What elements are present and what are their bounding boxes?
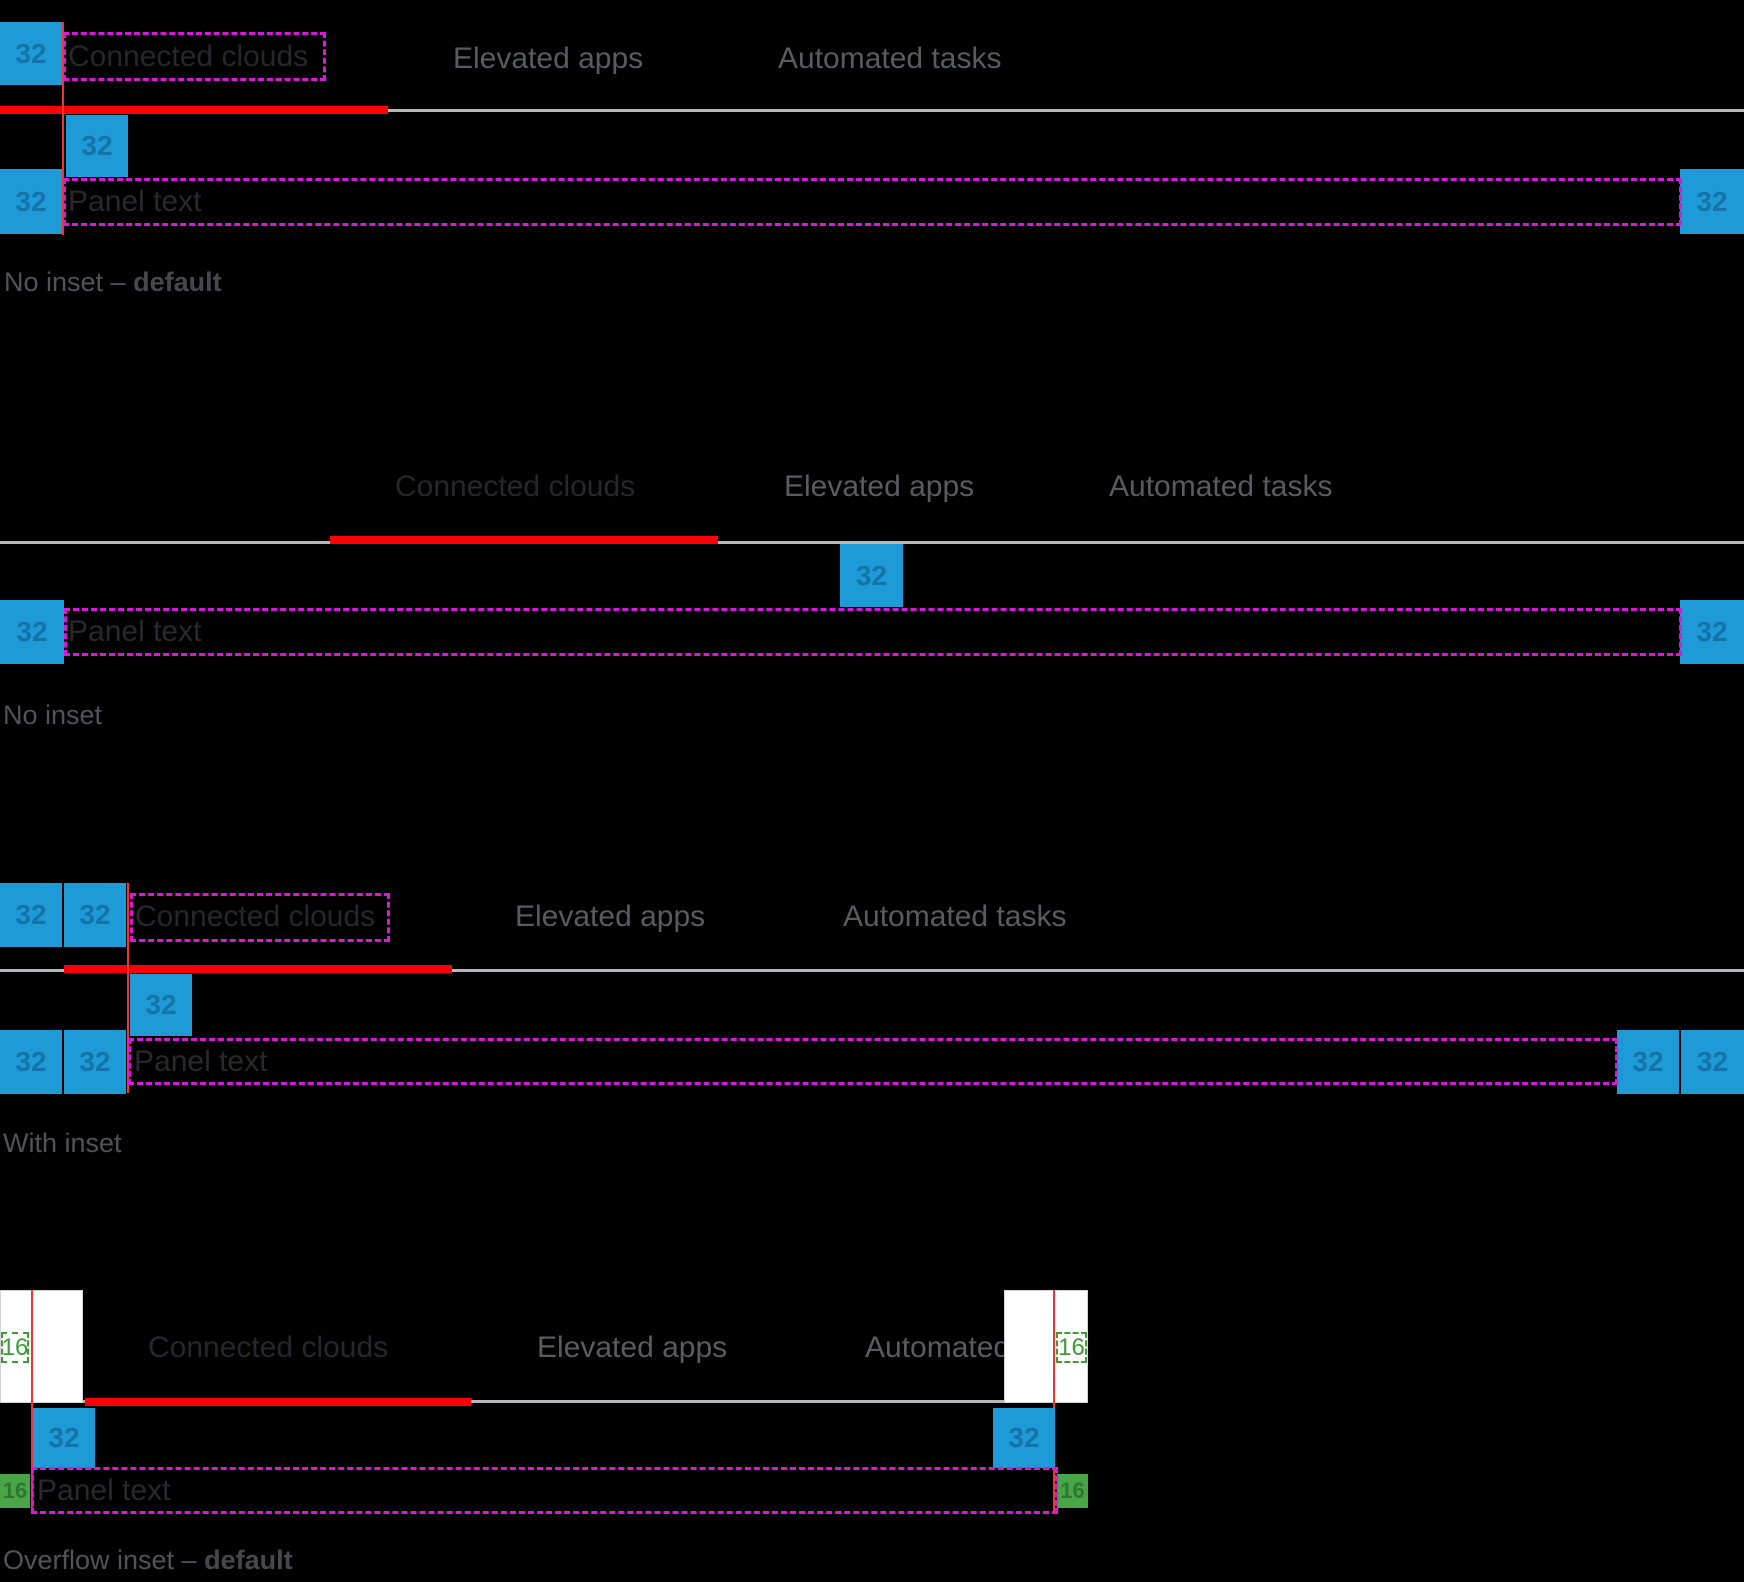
spacer-32: 32 — [0, 600, 64, 664]
active-tab-underline — [85, 1398, 471, 1406]
tab-connected-clouds[interactable]: Connected clouds — [395, 470, 636, 503]
spacer-32: 32 — [1680, 600, 1744, 664]
caption: Overflow inset – default — [3, 1545, 293, 1575]
panel-text: Panel text — [37, 1474, 171, 1507]
caption: No inset – default — [4, 267, 222, 297]
annotation-panel-box — [31, 1467, 1058, 1514]
spacer-32: 32 — [840, 544, 903, 607]
active-tab-underline — [0, 106, 388, 114]
spacer-32: 32 — [1617, 1030, 1679, 1094]
annotation-panel-box — [128, 1038, 1618, 1085]
tab-automated-tasks[interactable]: Automated tasks — [843, 900, 1067, 933]
tab-automated-tasks[interactable]: Automated tasks — [1109, 470, 1333, 503]
tab-bottom-border — [0, 109, 1744, 112]
spacer-32: 32 — [130, 974, 192, 1036]
annotation-inset-16-box: 16 — [1, 1332, 29, 1363]
panel-text: Panel text — [134, 1045, 268, 1078]
spacer-32: 32 — [0, 169, 62, 234]
spacer-32: 32 — [993, 1408, 1055, 1468]
active-tab-underline — [64, 965, 452, 973]
spacer-32: 32 — [64, 883, 126, 947]
active-tab-underline — [330, 536, 718, 544]
scroll-right-button[interactable] — [1004, 1290, 1088, 1403]
spacer-32: 32 — [0, 22, 62, 85]
spacer-32: 32 — [1681, 1030, 1744, 1094]
alignment-line — [62, 22, 64, 235]
annotation-panel-box — [63, 178, 1682, 226]
spacer-32: 32 — [66, 115, 128, 177]
panel-text: Panel text — [68, 615, 202, 648]
scroll-left-button[interactable] — [0, 1290, 83, 1403]
alignment-line — [127, 883, 129, 1093]
tab-connected-clouds[interactable]: Connected clouds — [135, 900, 376, 933]
tab-automated-tasks[interactable]: Automated tasks — [778, 42, 1002, 75]
spacer-16: 16 — [0, 1474, 30, 1508]
annotation-label-box — [130, 893, 390, 942]
alignment-line — [1053, 1290, 1055, 1513]
tab-bottom-border — [0, 541, 1744, 544]
caption: With inset — [3, 1128, 122, 1158]
spacer-32: 32 — [0, 1030, 62, 1094]
annotation-panel-box — [64, 608, 1682, 656]
tab-elevated-apps[interactable]: Elevated apps — [515, 900, 706, 933]
tab-elevated-apps[interactable]: Elevated apps — [453, 42, 644, 75]
tab-elevated-apps[interactable]: Elevated apps — [537, 1331, 728, 1364]
panel-text: Panel text — [68, 185, 202, 218]
alignment-line — [31, 1290, 33, 1513]
annotation-label-box — [63, 32, 326, 81]
tab-bottom-border — [0, 1400, 1088, 1403]
spacer-16: 16 — [1057, 1474, 1088, 1508]
tab-elevated-apps[interactable]: Elevated apps — [784, 470, 975, 503]
spacer-32: 32 — [1680, 169, 1744, 234]
caption: No inset — [3, 700, 103, 730]
spacer-32: 32 — [0, 883, 62, 947]
tab-bottom-border — [0, 969, 1744, 972]
annotation-inset-16-box: 16 — [1056, 1332, 1087, 1363]
tab-connected-clouds[interactable]: Connected clouds — [68, 40, 309, 73]
spacer-32: 32 — [33, 1408, 95, 1468]
spacer-32: 32 — [64, 1030, 126, 1094]
tab-connected-clouds[interactable]: Connected clouds — [148, 1331, 389, 1364]
